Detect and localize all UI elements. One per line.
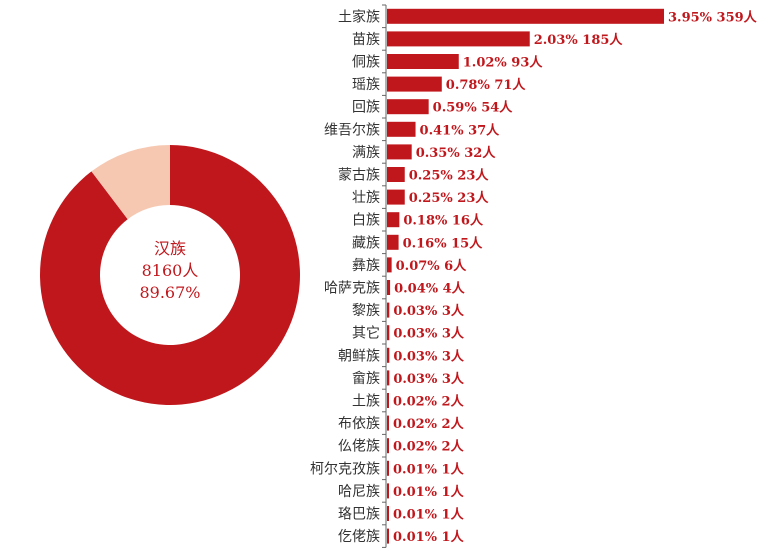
bar-value-label: 2.03% 185人 [534, 32, 624, 48]
category-label: 黎族 [352, 303, 380, 319]
category-label: 土家族 [338, 8, 380, 25]
category-label: 彝族 [352, 258, 380, 274]
bar [387, 370, 390, 386]
donut-chart [40, 145, 301, 406]
bar [387, 483, 389, 499]
bar-value-label: 0.01% 1人 [393, 529, 465, 545]
bar-value-label: 0.03% 3人 [393, 348, 465, 364]
bar-value-label: 3.95% 359人 [668, 9, 758, 25]
category-label: 柯尔克孜族 [310, 461, 380, 477]
bar [387, 76, 442, 92]
bar-value-label: 0.03% 3人 [393, 326, 465, 342]
bar [387, 393, 389, 408]
category-label: 畲族 [352, 370, 380, 387]
bar [387, 167, 405, 182]
bar [387, 528, 389, 544]
donut-center-count: 8160人 [142, 261, 199, 280]
bar [387, 234, 399, 250]
bar-value-label: 0.59% 54人 [433, 100, 514, 116]
category-label: 布依族 [338, 416, 380, 432]
category-label: 侗族 [352, 55, 380, 71]
category-label: 其它 [352, 325, 380, 342]
bar-value-label: 0.03% 3人 [393, 303, 465, 319]
bar [387, 99, 429, 115]
bar-value-label: 0.78% 71人 [446, 77, 527, 93]
bar-value-label: 0.01% 1人 [393, 461, 465, 477]
category-label: 哈萨克族 [324, 281, 380, 297]
bar-value-label: 0.41% 37人 [420, 122, 501, 138]
bar [387, 212, 400, 228]
category-label: 白族 [352, 213, 380, 229]
category-label: 蒙古族 [338, 168, 380, 184]
category-label: 苗族 [352, 32, 380, 48]
bar [387, 280, 391, 295]
bar [387, 121, 416, 137]
category-label: 土族 [352, 394, 380, 410]
bar-value-label: 0.02% 2人 [393, 416, 465, 432]
category-label: 珞巴族 [338, 507, 380, 523]
bar [387, 325, 390, 341]
bar-value-label: 0.35% 32人 [416, 145, 497, 161]
bar-value-label: 0.04% 4人 [394, 281, 466, 297]
category-label: 仡佬族 [338, 529, 380, 545]
category-label: 满族 [352, 145, 380, 161]
bar-value-label: 0.02% 2人 [393, 394, 465, 410]
bar-value-label: 0.01% 1人 [393, 507, 465, 523]
category-label: 藏族 [352, 235, 380, 251]
bar [387, 31, 530, 47]
donut-center-percent: 89.67% [139, 283, 200, 302]
bar [387, 460, 389, 476]
category-label: 回族 [352, 100, 380, 116]
bar [387, 347, 390, 363]
bar [387, 415, 389, 431]
bar-value-label: 0.02% 2人 [393, 439, 465, 455]
bar [387, 506, 389, 521]
bar-value-label: 0.03% 3人 [393, 371, 465, 387]
bar [387, 257, 392, 273]
category-label: 维吾尔族 [324, 122, 380, 138]
bar-value-label: 0.18% 16人 [403, 213, 484, 229]
category-label: 朝鲜族 [338, 348, 380, 364]
bar [387, 438, 389, 454]
donut-slice-0 [40, 145, 301, 406]
category-label: 壮族 [352, 190, 380, 206]
category-label: 哈尼族 [338, 484, 380, 500]
donut-center-name: 汉族 [154, 239, 186, 258]
bar [387, 8, 664, 24]
bar [387, 54, 459, 69]
bar-value-label: 0.07% 6人 [396, 258, 468, 274]
donut-slice-1 [91, 145, 170, 220]
category-label: 瑶族 [352, 77, 380, 93]
bar [387, 144, 412, 160]
bar [387, 189, 405, 205]
bar-value-label: 0.25% 23人 [409, 168, 490, 184]
bar-value-label: 0.01% 1人 [393, 484, 465, 500]
bar-value-label: 0.25% 23人 [409, 190, 490, 206]
category-label: 仫佬族 [338, 439, 380, 455]
bar-value-label: 0.16% 15人 [403, 235, 484, 251]
bar [387, 302, 390, 318]
bar-value-label: 1.02% 93人 [463, 55, 544, 71]
